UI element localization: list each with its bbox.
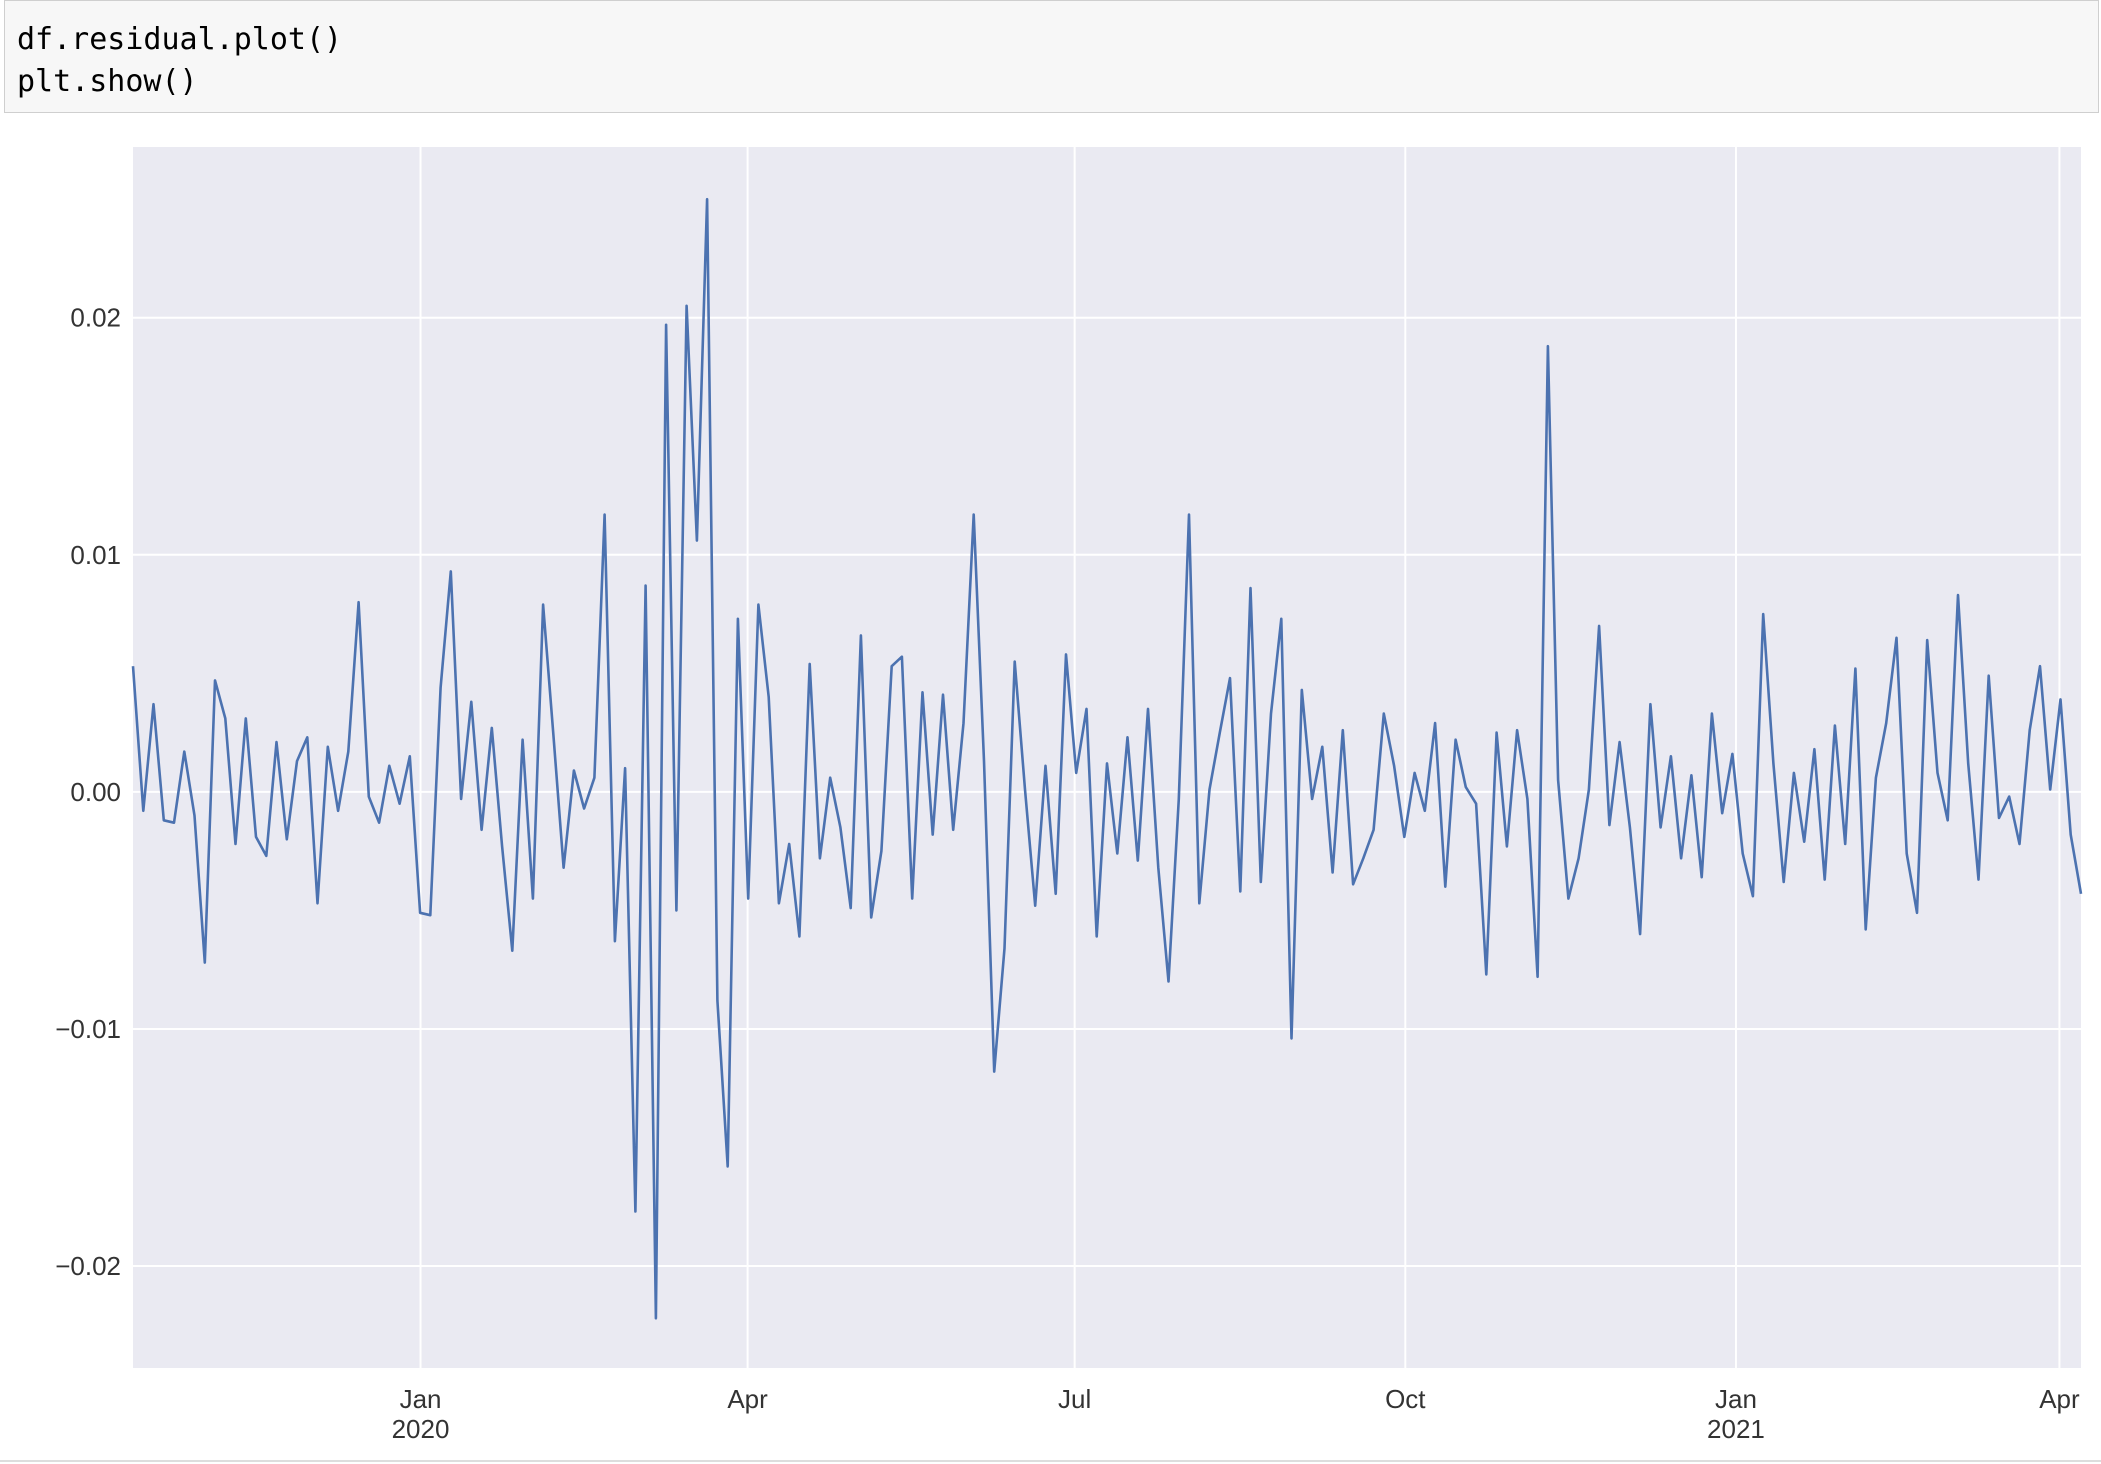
x-tick-label: Oct (1385, 1384, 1426, 1414)
x-tick-label: Jul (1058, 1384, 1091, 1414)
code-cell[interactable]: df.residual.plot() plt.show() (4, 0, 2099, 113)
x-tick-label-line: Apr (727, 1384, 768, 1414)
y-tick-label: −0.02 (55, 1251, 121, 1281)
residual-line (131, 197, 2083, 1320)
x-tick-label: Apr (727, 1384, 768, 1414)
x-tick-label-line: Jul (1058, 1384, 1091, 1414)
y-tick-label: 0.01 (70, 540, 121, 570)
x-tick-label-line: Apr (2039, 1384, 2080, 1414)
code: df.residual.plot() plt.show() (5, 1, 2098, 121)
separator (0, 1460, 2101, 1462)
code-line: df.residual.plot() (17, 22, 343, 57)
x-tick-label-line: 2020 (392, 1414, 450, 1444)
x-tick-label-line: 2021 (1707, 1414, 1765, 1444)
x-tick-label-line: Oct (1385, 1384, 1426, 1414)
y-tick-label: 0.02 (70, 303, 121, 333)
x-tick-label: Jan 2020 (392, 1384, 450, 1444)
x-tick-label: Apr (2039, 1384, 2080, 1414)
plot-area (133, 147, 2081, 1368)
x-tick-label: Jan 2021 (1707, 1384, 1765, 1444)
y-tick-label: −0.01 (55, 1014, 121, 1044)
x-tick-label-line: Jan (1715, 1384, 1757, 1414)
code-line: plt.show() (17, 64, 198, 99)
y-tick-label: 0.00 (70, 777, 121, 807)
x-tick-label-line: Jan (400, 1384, 442, 1414)
